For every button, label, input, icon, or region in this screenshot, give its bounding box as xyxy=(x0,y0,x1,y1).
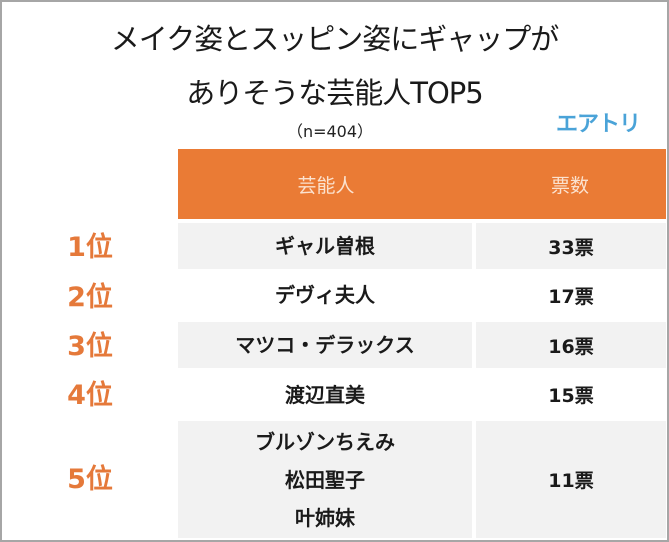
table-header: 芸能人 票数 xyxy=(178,149,666,219)
celebrity-name: 松田聖子 xyxy=(285,467,365,492)
header-celebrity: 芸能人 xyxy=(297,175,355,197)
table-row-name: ギャル曽根 xyxy=(178,223,472,269)
rank-label: 4位 xyxy=(67,380,113,411)
celebrity-name: 叶姉妹 xyxy=(295,505,355,530)
rank-label: 5位 xyxy=(67,464,113,495)
title-line-2: ありそうな芸能人TOP5 xyxy=(186,76,483,110)
sample-size: （n=404） xyxy=(286,122,374,141)
table-row-votes: 33票 xyxy=(476,223,666,269)
table-row-name: 渡辺直美 xyxy=(178,372,472,417)
celebrity-name: 渡辺直美 xyxy=(285,382,365,407)
table-row-name: ブルゾンちえみ 松田聖子 叶姉妹 xyxy=(178,421,472,538)
rank-label: 3位 xyxy=(67,331,113,362)
celebrity-name: ギャル曽根 xyxy=(275,234,375,258)
table-row-votes: 16票 xyxy=(476,322,666,368)
celebrity-name: ブルゾンちえみ xyxy=(255,429,395,454)
table-row-name: デヴィ夫人 xyxy=(178,272,472,318)
celebrity-name: デヴィ夫人 xyxy=(275,283,375,307)
airtrip-logo: エアトリ xyxy=(556,112,641,137)
table-row-votes: 15票 xyxy=(548,385,594,407)
title-line-1: メイク姿とスッピン姿にギャップが xyxy=(110,22,559,56)
rank-label: 1位 xyxy=(67,232,113,263)
celebrity-name: マツコ・デラックス xyxy=(235,333,415,357)
rank-label: 2位 xyxy=(67,282,113,313)
header-votes: 票数 xyxy=(550,175,589,197)
table-row-votes: 17票 xyxy=(548,285,594,308)
table-row-name: マツコ・デラックス xyxy=(178,322,472,368)
table-row-votes: 11票 xyxy=(476,421,666,538)
